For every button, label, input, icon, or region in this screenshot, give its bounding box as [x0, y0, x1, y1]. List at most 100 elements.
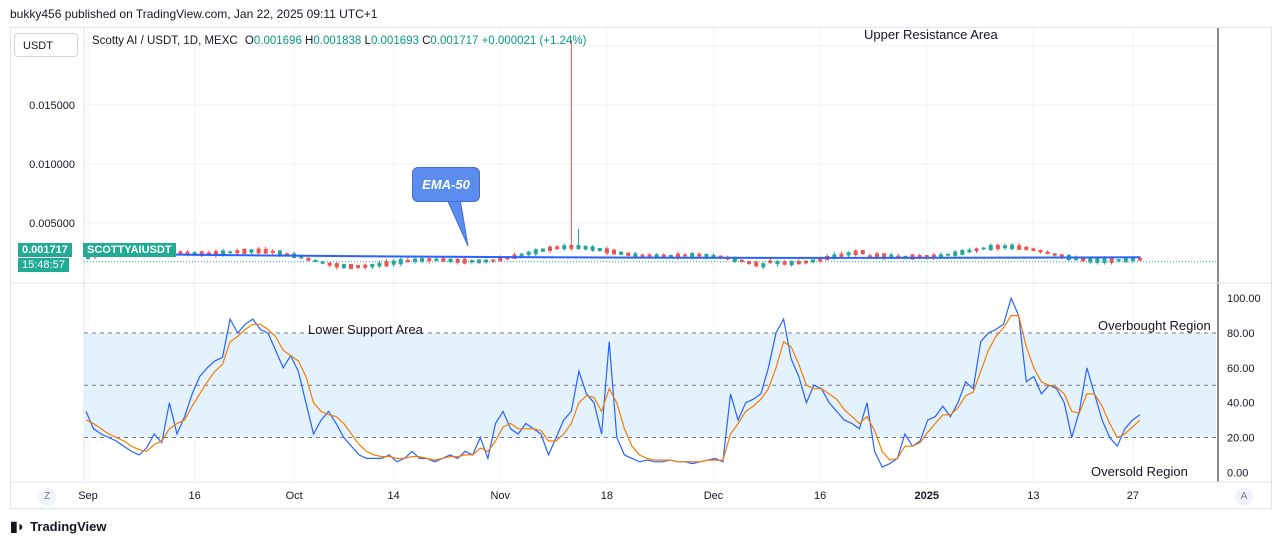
candle-body — [974, 248, 979, 252]
candle-body — [1081, 257, 1086, 262]
candle-body — [683, 254, 688, 257]
candle-body — [491, 259, 496, 262]
candle-body — [441, 258, 446, 262]
candle-body — [249, 249, 254, 253]
candle-body — [363, 264, 368, 268]
time-tick-label: Oct — [286, 490, 303, 502]
candle-body — [178, 251, 183, 254]
candle-body — [341, 264, 346, 269]
candle-body — [668, 254, 673, 258]
candle-body — [747, 260, 752, 264]
time-tick-label: 16 — [188, 490, 200, 502]
candle-body — [931, 254, 936, 259]
candle-body — [462, 258, 467, 264]
candle-body — [476, 259, 481, 264]
candle-body — [192, 252, 197, 256]
candle-body — [427, 258, 432, 262]
auto-scale-button[interactable]: A — [1235, 488, 1253, 506]
candle-body — [555, 246, 560, 250]
candle-body — [548, 246, 553, 251]
candle-body — [796, 260, 801, 265]
candle-body — [995, 244, 1000, 250]
candle-body — [1059, 254, 1064, 258]
candle-body — [228, 251, 233, 254]
candle-body — [526, 251, 531, 256]
candle-body — [349, 264, 353, 269]
candle-body — [889, 254, 894, 258]
timezone-button[interactable]: Z — [38, 488, 56, 506]
candle-body — [711, 254, 716, 258]
candle-body — [647, 254, 652, 259]
candle-body — [533, 249, 538, 255]
tradingview-brand: TradingView — [30, 519, 107, 534]
candle-body — [370, 263, 375, 268]
candle-body — [739, 259, 744, 263]
candle-body — [455, 258, 460, 263]
candle-body — [1010, 244, 1015, 250]
time-tick-label: 18 — [601, 490, 613, 502]
candle-body — [690, 253, 695, 258]
candle-body — [221, 250, 226, 256]
legend-close: 0.001717 — [430, 35, 479, 47]
legend-high: 0.001838 — [313, 35, 362, 47]
candle-body — [860, 250, 865, 255]
candle-body — [988, 244, 993, 251]
time-tick-label: 14 — [388, 490, 400, 502]
candle-body — [199, 251, 204, 257]
oversold-label: Oversold Region — [1091, 464, 1188, 479]
candle-body — [1095, 258, 1100, 264]
legend-close-label: C — [422, 35, 431, 47]
candle-body — [946, 253, 951, 256]
candle-body — [1074, 257, 1079, 260]
candle-body — [519, 253, 524, 257]
candle-body — [1031, 248, 1036, 252]
candle-body — [1138, 257, 1142, 261]
candle-body — [619, 251, 624, 255]
rsi-tick-label: 20.00 — [1227, 432, 1255, 444]
candle-body — [540, 248, 545, 252]
time-tick-label: 27 — [1127, 490, 1139, 502]
candle-body — [1109, 257, 1114, 263]
candle-body — [761, 263, 766, 268]
rsi-line — [85, 296, 1141, 468]
candle-body — [704, 254, 709, 258]
currency-button[interactable]: USDT — [14, 33, 78, 57]
candle-body — [896, 255, 901, 258]
candle-body — [185, 251, 190, 255]
candle-body — [334, 263, 339, 268]
candle-body — [867, 255, 872, 258]
candle-body — [562, 245, 567, 250]
candle-body — [569, 245, 574, 249]
chart-frame — [10, 27, 1272, 509]
legend-low: 0.001693 — [370, 35, 419, 47]
candle-body — [1045, 251, 1050, 254]
legend-open: 0.001696 — [253, 35, 302, 47]
candle-body — [377, 262, 382, 267]
candle-body — [277, 250, 282, 256]
rsi-tick-label: 80.00 — [1227, 328, 1255, 340]
candle-body — [313, 259, 318, 263]
candle-body — [839, 253, 844, 257]
candle-body — [412, 258, 417, 262]
legend-symbol: Scotty AI / USDT, 1D, MEXC — [92, 35, 238, 47]
ema-callout: EMA-50 — [412, 167, 480, 202]
candle-body — [697, 253, 702, 257]
candle-body — [263, 248, 268, 254]
candle-body — [448, 258, 453, 263]
candle-body — [875, 253, 879, 259]
candle-body — [505, 256, 510, 260]
candle-body — [256, 248, 261, 254]
tradingview-logo-icon: ▮◗ — [10, 518, 25, 534]
candle-body — [1088, 258, 1093, 263]
candle-body — [832, 254, 837, 259]
rsi-tick-label: 40.00 — [1227, 398, 1255, 410]
candle-body — [782, 261, 787, 265]
candle-body — [1052, 253, 1057, 256]
candle-body — [384, 261, 389, 267]
candle-body — [846, 252, 851, 256]
price-tick-label: 0.010000 — [29, 159, 75, 171]
candle-body — [306, 257, 311, 261]
candle-body — [903, 255, 908, 258]
candle-body — [299, 256, 304, 259]
